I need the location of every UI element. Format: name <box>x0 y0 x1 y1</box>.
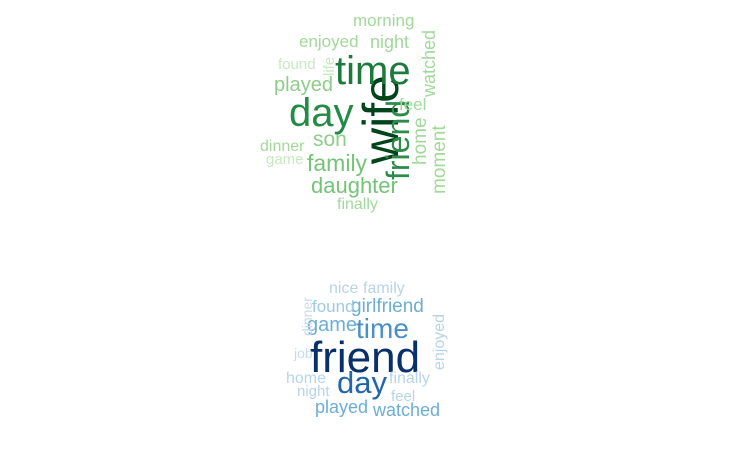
word-found: found <box>312 297 355 316</box>
word-watched: watched <box>373 400 441 420</box>
word-finally: finally <box>337 196 378 213</box>
word-time: time <box>356 313 409 344</box>
word-family: family <box>363 280 405 297</box>
word-family: family <box>307 150 368 176</box>
word-morning: morning <box>353 11 415 30</box>
word-job: job <box>294 345 313 361</box>
word-nice: nice <box>329 280 359 297</box>
word-found: found <box>278 56 316 73</box>
word-night: night <box>370 32 410 52</box>
word-dinner: dinner <box>299 297 315 336</box>
word-game: game <box>307 314 358 336</box>
word-enjoyed: enjoyed <box>431 313 448 370</box>
word-day: day <box>337 365 387 400</box>
word-friend: friend <box>310 333 421 382</box>
word-girlfriend: girlfriend <box>351 296 424 317</box>
word-finally: finally <box>389 370 430 387</box>
word-game: game <box>266 151 304 168</box>
word-feel: feel <box>391 388 416 405</box>
word-played: played <box>274 74 333 96</box>
word-enjoyed: enjoyed <box>299 32 359 51</box>
word-daughter: daughter <box>311 173 398 198</box>
word-time: time <box>335 49 411 93</box>
word-night: night <box>297 383 330 400</box>
word-home: home <box>286 370 327 387</box>
word-dinner: dinner <box>260 138 305 155</box>
word-son: son <box>313 128 347 151</box>
word-feel: feel <box>399 95 427 114</box>
word-day: day <box>289 91 354 135</box>
word-played: played <box>315 397 369 417</box>
